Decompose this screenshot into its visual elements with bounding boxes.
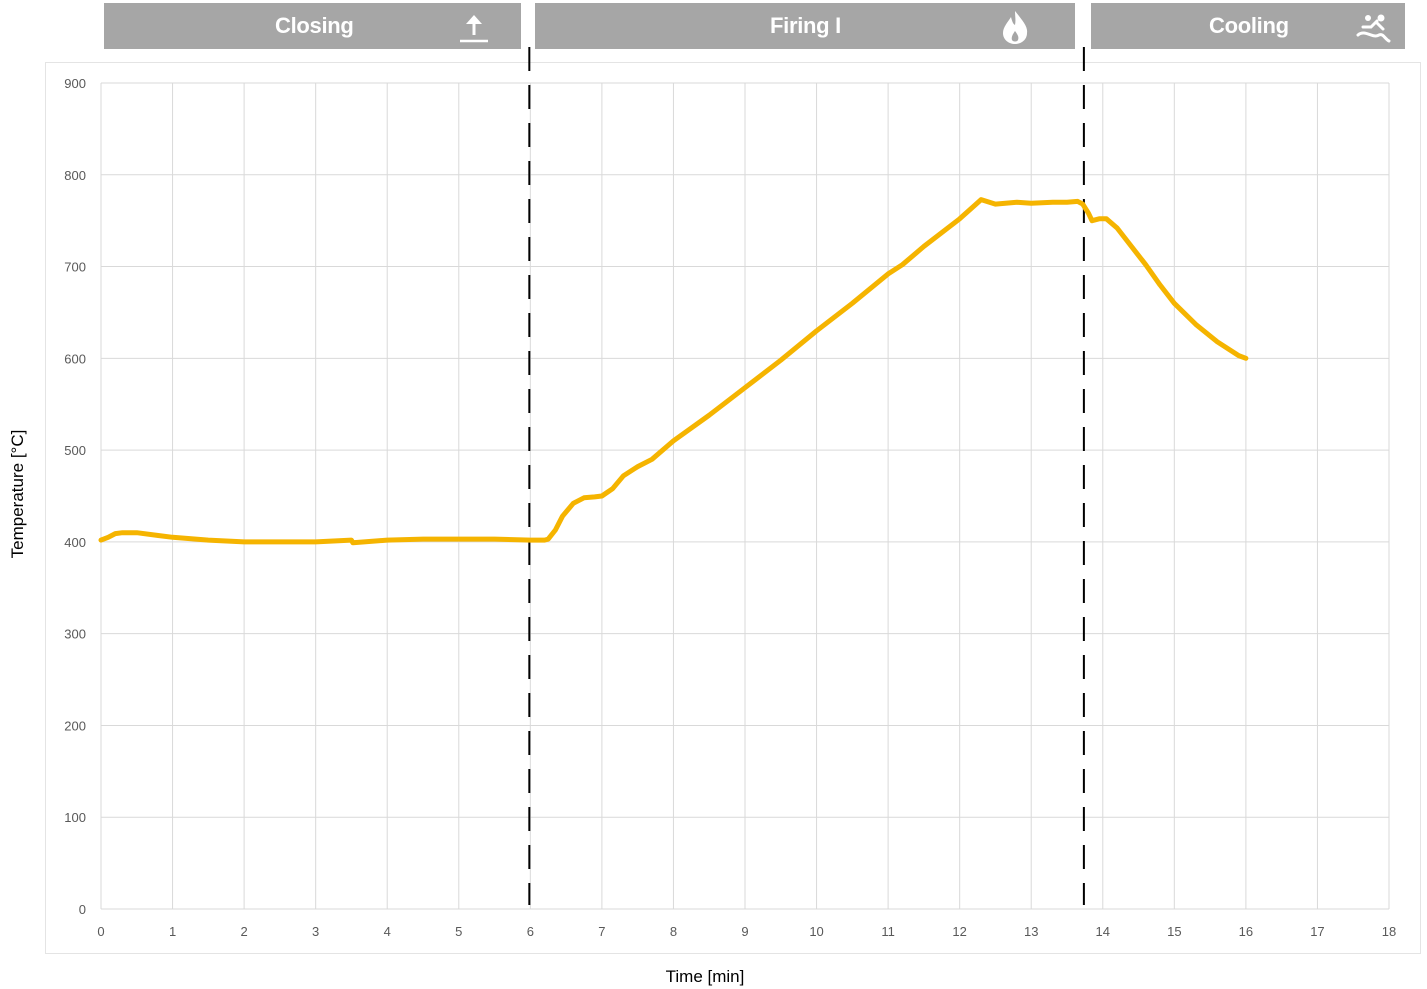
x-tick-label-10: 10 <box>809 924 823 939</box>
x-tick-label-17: 17 <box>1310 924 1324 939</box>
series-line-0 <box>98 197 1249 546</box>
y-tick-label-9: 900 <box>64 76 86 91</box>
series-layer <box>98 197 1249 546</box>
phase-label-closing: Closing <box>275 13 354 38</box>
grid <box>100 82 1390 910</box>
x-tick-label-11: 11 <box>881 924 895 939</box>
x-tick-label-12: 12 <box>952 924 966 939</box>
flame-icon <box>1003 11 1028 44</box>
y-tick-label-5: 500 <box>64 443 86 458</box>
x-tick-label-2: 2 <box>240 924 247 939</box>
y-tick-label-0: 0 <box>79 902 86 917</box>
x-tick-label-18: 18 <box>1382 924 1396 939</box>
phase-bar-cooling: Cooling <box>1091 3 1405 49</box>
y-tick-label-1: 100 <box>64 810 86 825</box>
phase-bar-firing: Firing I <box>535 3 1075 49</box>
x-tick-label-6: 6 <box>527 924 534 939</box>
arrow-up-icon <box>460 15 488 43</box>
y-tick-label-4: 400 <box>64 535 86 550</box>
x-tick-label-13: 13 <box>1024 924 1038 939</box>
x-tick-label-1: 1 <box>169 924 176 939</box>
plot-frame <box>45 62 1421 954</box>
phase-label-cooling: Cooling <box>1209 13 1289 38</box>
x-tick-label-15: 15 <box>1167 924 1181 939</box>
y-tick-label-8: 800 <box>64 168 86 183</box>
y-axis-title: Temperature [°C] <box>8 430 27 559</box>
x-axis-title: Time [min] <box>666 967 745 986</box>
phase-bar-closing: Closing <box>104 3 521 49</box>
x-tick-label-14: 14 <box>1096 924 1110 939</box>
y-tick-label-6: 600 <box>64 351 86 366</box>
phase-dividers <box>528 47 1085 905</box>
y-tick-label-7: 700 <box>64 260 86 275</box>
x-tick-label-0: 0 <box>97 924 104 939</box>
x-tick-label-7: 7 <box>598 924 605 939</box>
x-tick-label-5: 5 <box>455 924 462 939</box>
cooling-icon <box>1356 14 1391 43</box>
x-tick-label-9: 9 <box>741 924 748 939</box>
y-tick-label-2: 200 <box>64 718 86 733</box>
phase-label-firing: Firing I <box>770 13 841 38</box>
x-tick-label-16: 16 <box>1239 924 1253 939</box>
x-tick-label-8: 8 <box>670 924 677 939</box>
y-tick-label-3: 300 <box>64 627 86 642</box>
x-tick-label-3: 3 <box>312 924 319 939</box>
tick-labels: 0 1 2 3 4 5 6 7 8 9 10 11 12 13 14 15 16 17 18010020030040… <box>64 76 1396 939</box>
x-tick-label-4: 4 <box>384 924 391 939</box>
